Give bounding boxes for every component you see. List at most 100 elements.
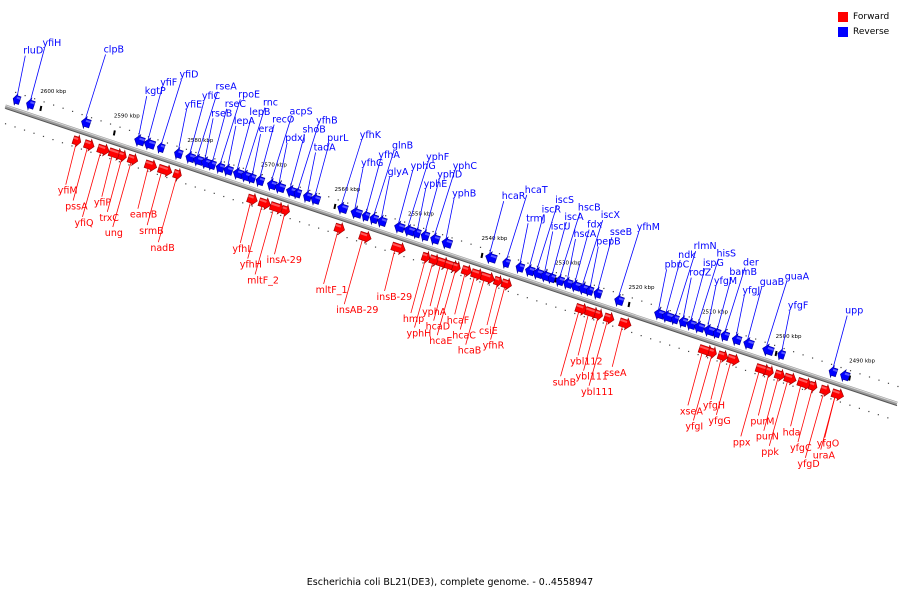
forward-leader-line	[82, 152, 101, 218]
axis-dot	[119, 126, 121, 128]
axis-dot	[564, 309, 566, 311]
tick-label: 2560 kbp	[334, 187, 360, 193]
axis-dot	[631, 331, 633, 334]
axis-dot	[489, 249, 491, 252]
reverse-leader-line	[189, 101, 205, 154]
reverse-gene-label: hisS	[716, 249, 736, 260]
reverse-leader-line	[559, 212, 581, 277]
reverse-gene-arrow	[430, 232, 441, 246]
reverse-gene-label: recO	[272, 115, 294, 126]
forward-gene-label: yfhH	[240, 260, 262, 271]
forward-gene-label: hcaE	[429, 336, 452, 347]
reverse-leader-line	[529, 214, 544, 267]
axis-dot	[536, 265, 539, 267]
forward-gene-label: insB-29	[377, 292, 413, 303]
forward-gene-label: ppk	[761, 447, 779, 458]
forward-gene-arrow	[500, 277, 512, 291]
reverse-gene-arrow-shine	[189, 154, 196, 158]
forward-leader-line	[486, 284, 498, 326]
genome-axis-highlight	[5, 104, 898, 404]
forward-gene-label: insA-29	[266, 255, 301, 266]
axis-dot	[498, 253, 501, 255]
reverse-gene-label: rodZ	[689, 268, 712, 279]
reverse-gene-arrow	[840, 368, 851, 383]
forward-leader-line	[710, 359, 722, 400]
axis-dot	[271, 177, 273, 179]
forward-gene-arrow	[126, 153, 139, 167]
reverse-gene-arrow-shine	[724, 332, 730, 336]
axis-dot	[318, 193, 320, 195]
axis-dot	[289, 218, 291, 220]
axis-dot	[602, 322, 604, 324]
reverse-leader-line	[204, 118, 214, 159]
reverse-gene-label: hcaT	[525, 185, 548, 196]
reverse-gene-label: rseB	[211, 108, 232, 119]
reverse-gene-label: kgtP	[145, 86, 166, 97]
tick-mark	[480, 252, 484, 259]
forward-gene-arrow	[830, 388, 844, 402]
axis-dot	[820, 395, 823, 397]
reverse-gene-label: fdx	[587, 220, 602, 231]
reverse-gene-arrow	[369, 211, 380, 226]
forward-gene-label: yfhL	[232, 244, 253, 255]
axis-dot	[792, 385, 794, 387]
forward-leader-line	[72, 148, 88, 201]
forward-leader-line	[763, 378, 779, 431]
reverse-leader-line	[297, 125, 319, 190]
reverse-gene-label: yfiF	[160, 77, 177, 88]
reverse-gene-arrow	[174, 146, 184, 161]
axis-dot	[754, 372, 756, 375]
reverse-gene-arrow-shine	[211, 161, 217, 165]
axis-dot	[261, 174, 263, 176]
axis-dot	[156, 173, 158, 175]
axis-dot	[403, 255, 405, 258]
axis-dot	[830, 363, 833, 365]
forward-gene-arrow-shine	[430, 255, 437, 260]
reverse-gene-arrow-shine	[198, 157, 204, 161]
forward-gene-arrow	[358, 230, 372, 244]
axis-dot	[99, 154, 102, 156]
reverse-gene-label: iscR	[542, 204, 562, 215]
axis-dot	[109, 157, 111, 160]
reverse-gene-arrow-shine	[409, 227, 416, 232]
reverse-leader-line	[307, 152, 316, 193]
axis-dot	[90, 117, 93, 119]
forward-leader-line	[254, 210, 274, 275]
axis-dot	[223, 161, 225, 163]
tick-label: 2530 kbp	[555, 260, 581, 266]
reverse-gene-arrow	[81, 116, 92, 130]
reverse-gene-arrow	[661, 309, 675, 323]
tick-label: 2550 kbp	[408, 211, 434, 217]
axis-dot	[593, 284, 595, 286]
axis-dot	[365, 243, 367, 245]
forward-gene-arrow-shine	[335, 224, 342, 228]
reverse-gene-arrow-shine	[682, 318, 688, 323]
axis-dot	[34, 98, 36, 100]
forward-gene-arrow	[707, 346, 717, 360]
forward-gene-arrow	[773, 368, 786, 382]
reverse-gene-arrow	[274, 180, 287, 194]
reverse-leader-line	[259, 124, 275, 177]
axis-dot	[840, 366, 842, 369]
reverse-gene-label: iscA	[564, 212, 584, 223]
axis-dot	[622, 294, 624, 296]
axis-dot	[546, 268, 548, 271]
axis-dot	[422, 262, 424, 264]
forward-gene-arrow	[819, 383, 831, 397]
reverse-gene-arrow-shine	[559, 277, 565, 281]
axis-dot	[195, 151, 197, 154]
forward-gene-arrow	[574, 302, 588, 316]
reverse-gene-label: iscU	[551, 221, 571, 232]
forward-gene-arrow	[117, 149, 127, 163]
forward-gene-arrow	[268, 201, 285, 215]
reverse-gene-arrow	[377, 214, 388, 228]
forward-gene-arrow-shine	[360, 232, 368, 237]
forward-gene-arrow	[460, 264, 473, 278]
reverse-leader-line	[147, 87, 163, 140]
forward-gene-arrow-shine	[585, 307, 596, 313]
forward-gene-arrow-shine	[109, 148, 119, 154]
forward-gene-arrow-shine	[248, 194, 254, 199]
forward-gene-label: ung	[105, 228, 123, 239]
reverse-leader-line	[434, 170, 456, 235]
axis-dot	[280, 180, 282, 182]
